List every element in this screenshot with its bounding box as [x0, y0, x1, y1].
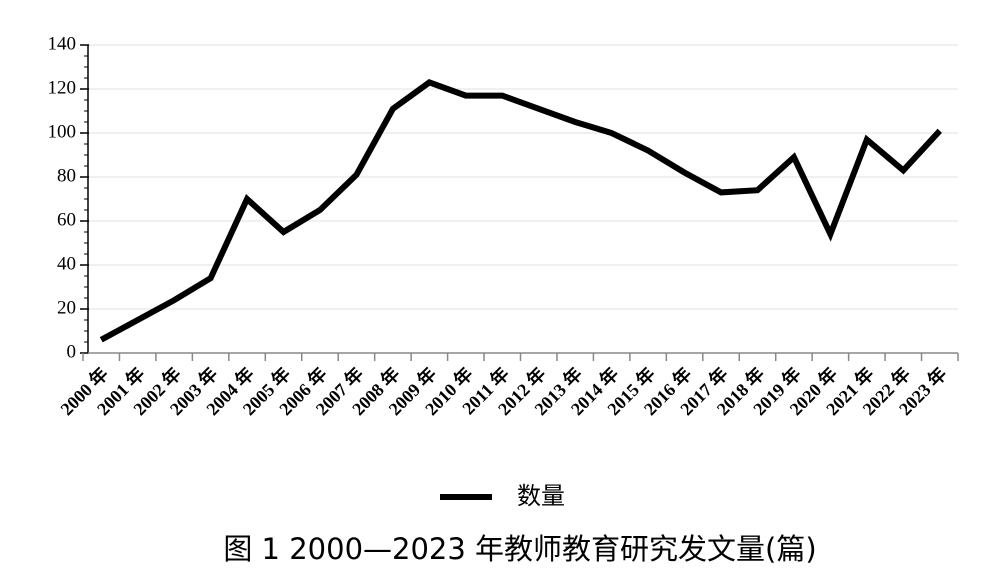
y-tick-label: 100 — [48, 121, 77, 142]
y-tick-label: 120 — [48, 77, 77, 98]
legend-label: 数量 — [517, 482, 565, 510]
y-tick-label: 40 — [57, 253, 76, 274]
y-tick-label: 80 — [57, 165, 76, 186]
y-tick-label: 60 — [57, 209, 76, 230]
y-tick-label: 0 — [67, 341, 77, 362]
y-tick-label: 20 — [57, 297, 76, 318]
chart-title: 图 1 2000—2023 年教师教育研究发文量(篇) — [223, 532, 816, 566]
data-line — [99, 79, 942, 343]
y-tick-label: 140 — [48, 33, 77, 54]
